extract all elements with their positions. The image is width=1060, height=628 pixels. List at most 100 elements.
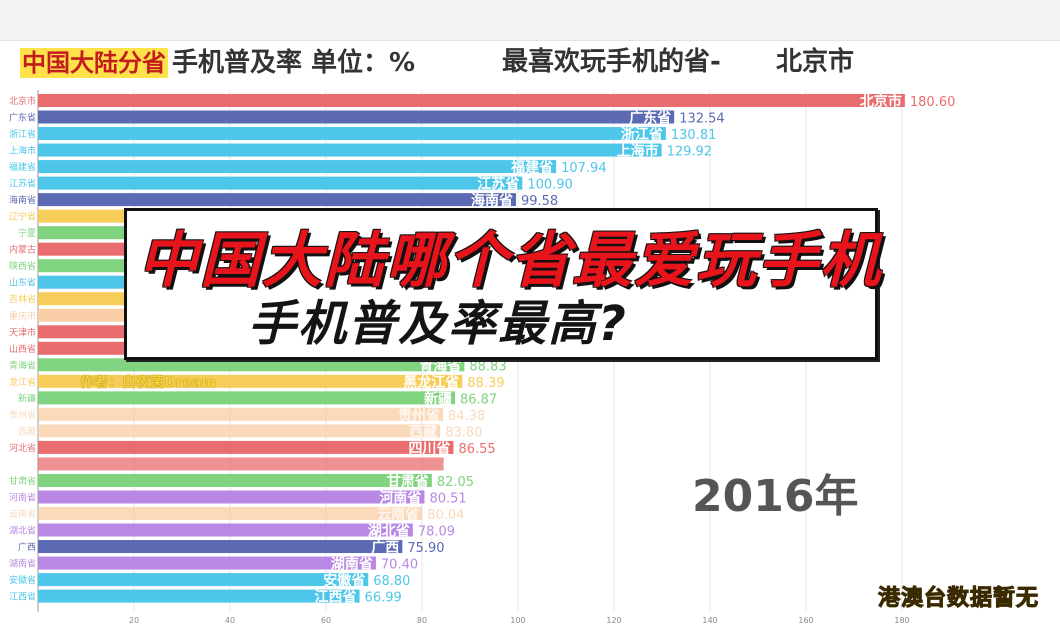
value-label: 83.80 (445, 425, 482, 440)
category-label: 江西省 (9, 591, 36, 603)
bar (38, 193, 516, 207)
bar (38, 440, 454, 454)
category-label: 青海省 (9, 359, 36, 371)
category-label: 山西省 (9, 343, 36, 355)
bar (38, 556, 376, 570)
category-label: 河南省 (9, 491, 36, 503)
category-label: 甘肃省 (9, 475, 36, 487)
category-label: 北京市 (9, 95, 36, 107)
title-highlight: 中国大陆分省 (20, 48, 168, 78)
x-tick-label: 180 (894, 616, 909, 625)
category-label: 龙江省 (9, 376, 36, 388)
bar (38, 473, 432, 487)
x-tick-label: 80 (417, 616, 427, 625)
value-label: 88.39 (467, 376, 504, 391)
category-label: 福建省 (9, 161, 36, 173)
value-label: 66.99 (365, 591, 402, 606)
value-label: 70.40 (381, 558, 418, 573)
value-label: 86.87 (460, 392, 497, 407)
bar (38, 391, 455, 405)
bar-name-label: 四川省 (408, 440, 450, 457)
category-label: 广西 (18, 541, 36, 553)
bar (38, 143, 662, 157)
bar (38, 407, 444, 421)
bar (38, 457, 444, 471)
headline-overlay-box (124, 208, 878, 360)
bar-name-label: 湖北省 (368, 523, 410, 540)
x-tick-label: 120 (606, 616, 621, 625)
bar (38, 523, 413, 537)
value-label: 75.90 (407, 541, 444, 556)
category-label: 新疆 (18, 392, 36, 404)
value-label: 80.51 (429, 491, 466, 506)
value-label: 132.54 (679, 112, 725, 127)
category-label: 山东省 (9, 277, 36, 289)
bar-name-label: 青海省 (419, 357, 461, 374)
x-tick-label: 100 (510, 616, 525, 625)
x-tick-label: 60 (321, 616, 331, 625)
value-label: 86.55 (458, 442, 495, 457)
category-label: 吉林省 (9, 293, 36, 305)
value-label: 80.04 (427, 508, 464, 523)
category-label: 浙江省 (9, 128, 36, 140)
bar-name-label: 云南省 (377, 506, 419, 523)
category-label: 湖南省 (9, 558, 36, 570)
bar-name-label: 北京市 (860, 93, 902, 110)
category-label: 江苏省 (9, 178, 36, 190)
bar-name-label: 海南省 (471, 192, 513, 209)
category-label: 西藏 (18, 425, 36, 437)
category-label: 内蒙古 (9, 244, 36, 256)
leader-name: 北京市 (776, 47, 855, 77)
bar-name-label: 福建省 (510, 159, 553, 176)
value-label: 100.90 (527, 178, 573, 193)
value-label: 68.80 (373, 574, 410, 589)
bar (38, 573, 369, 587)
category-label: 宁夏 (18, 227, 36, 239)
bar (38, 490, 425, 504)
x-tick-label: 40 (225, 616, 235, 625)
bar-name-label: 广东省 (629, 110, 671, 127)
value-label: 88.83 (469, 359, 506, 374)
category-label: 天津市 (9, 326, 36, 338)
value-label: 82.05 (437, 475, 474, 490)
year-label: 2016年 (692, 471, 859, 522)
category-label: 湖北省 (9, 525, 36, 537)
value-label: 107.94 (561, 161, 607, 176)
browser-top-strip (0, 0, 1060, 41)
bar (38, 540, 403, 554)
data-note: 港澳台数据暂无 (877, 586, 1040, 612)
value-label: 130.81 (671, 128, 717, 143)
category-label: 云南省 (9, 508, 36, 520)
bar-name-label: 新疆 (424, 390, 452, 407)
bar-name-label: 甘肃省 (387, 473, 429, 490)
bar-name-label: 湖南省 (331, 556, 373, 573)
value-label: 84.38 (448, 409, 485, 424)
leader-prefix: 最喜欢玩手机的省- (502, 47, 721, 77)
headline-line-2: 手机普及率最高? (248, 296, 628, 352)
bar-name-label: 浙江省 (621, 126, 663, 143)
title-text: 手机普及率 单位：% (172, 48, 416, 78)
value-label: 99.58 (521, 194, 558, 209)
category-label: 上海市 (9, 145, 36, 157)
bar-name-label: 贵州省 (398, 407, 440, 424)
bar-name-label: 安徽省 (323, 572, 365, 589)
bar-name-label: 江西省 (315, 589, 357, 606)
bar-name-label: 上海市 (617, 143, 659, 160)
bar-name-label: 西藏 (409, 423, 437, 440)
bar-name-label: 广西 (371, 539, 399, 556)
bar (38, 507, 423, 520)
bar-name-label: 河南省 (379, 489, 421, 506)
bar (38, 589, 360, 603)
bar (38, 374, 463, 388)
category-label: 辽宁省 (9, 211, 36, 223)
value-label: 78.09 (418, 525, 455, 540)
bar (38, 127, 666, 141)
bar-name-label: 江苏省 (477, 176, 519, 193)
author-credit: 作者：白夜菌Dream (80, 375, 217, 391)
bar (38, 424, 441, 438)
bar (38, 110, 675, 124)
x-tick-label: 140 (702, 616, 717, 625)
category-label: 河北省 (9, 442, 36, 454)
bar (38, 358, 465, 372)
value-label: 129.92 (667, 145, 713, 160)
